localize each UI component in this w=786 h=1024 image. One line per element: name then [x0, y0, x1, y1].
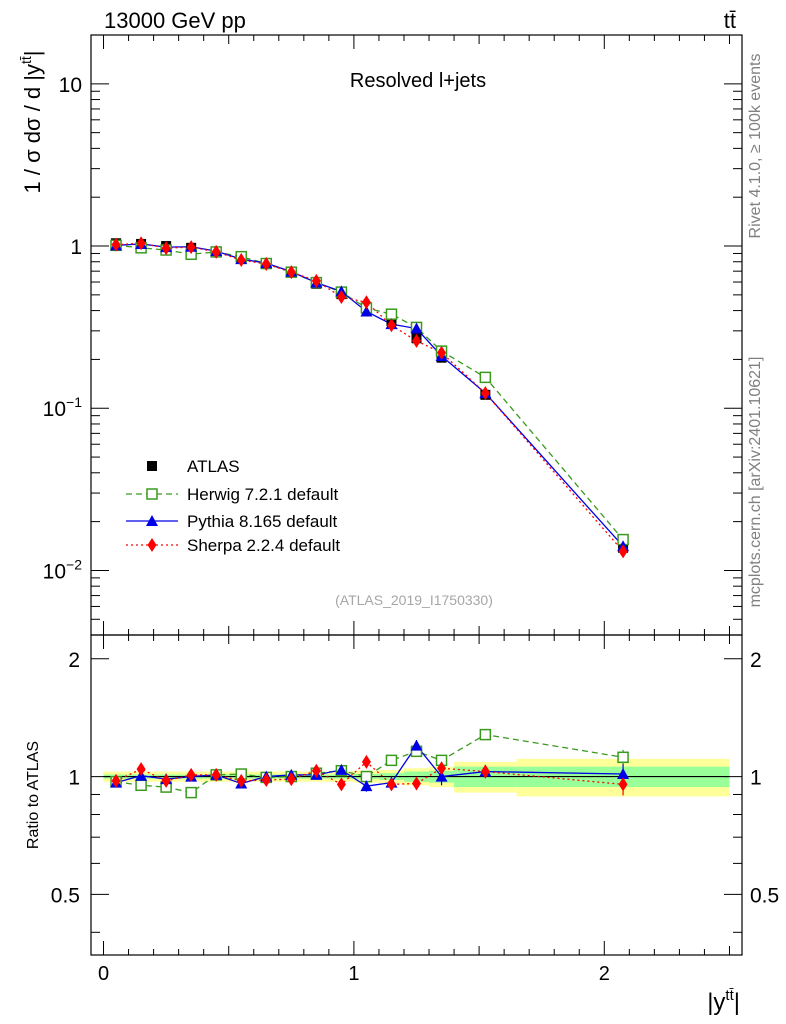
- legend-label-sherpa: Sherpa 2.2.4 default: [187, 536, 340, 555]
- sherpa-ratio-point: [136, 762, 146, 777]
- sherpa-ratio-point: [286, 772, 296, 787]
- legend-label-herwig: Herwig 7.2.1 default: [187, 485, 338, 504]
- sherpa-point: [618, 544, 628, 559]
- sherpa-ratio-point: [161, 773, 171, 788]
- pythia-line: [116, 243, 624, 547]
- sherpa-point: [386, 318, 396, 333]
- y-tick-label: 10−1: [43, 394, 83, 421]
- herwig-ratio-point: [617, 751, 629, 764]
- y-tick-label: 10−2: [43, 556, 83, 583]
- x-tick-label: 1: [348, 963, 359, 985]
- energy-label: 13000 GeV pp: [104, 8, 246, 33]
- pythia-ratio-point: [435, 770, 448, 782]
- pythia-ratio-point: [617, 768, 630, 780]
- sherpa-ratio-point: [186, 767, 196, 782]
- legend-marker-pythia: [146, 515, 158, 526]
- herwig-ratio-point: [385, 754, 398, 767]
- ratio-y-tick-label-right: 0.5: [750, 884, 779, 907]
- sherpa-point: [136, 236, 146, 251]
- sherpa-point: [261, 256, 271, 271]
- sherpa-point: [480, 386, 490, 401]
- pythia-ratio-point: [360, 780, 373, 792]
- sherpa-point: [286, 265, 296, 280]
- herwig-ratio-point: [479, 728, 492, 741]
- analysis-id: (ATLAS_2019_I1750330): [335, 592, 493, 608]
- sherpa-point: [111, 237, 121, 252]
- legend-marker-atlas: [147, 461, 157, 471]
- ratio-y-tick-label-right: 2: [750, 649, 762, 672]
- y-axis-label: 1 / σ dσ / d |ytt̄|: [18, 51, 45, 194]
- sherpa-ratio-point: [386, 777, 396, 792]
- svg-text:|ytt̄|: |ytt̄|: [707, 987, 740, 1016]
- legend-marker-sherpa: [147, 538, 157, 552]
- ratio-y-tick-label-right: 1: [750, 767, 762, 790]
- herwig-ratio-point: [135, 779, 147, 792]
- sherpa-point: [437, 345, 447, 360]
- sherpa-ratio-point: [336, 777, 346, 792]
- sherpa-ratio-point: [480, 764, 490, 779]
- herwig-ratio-point: [360, 770, 373, 783]
- ratio-y-tick-label: 0.5: [51, 884, 80, 907]
- sherpa-ratio-point: [361, 754, 371, 769]
- sherpa-ratio-point: [111, 773, 121, 788]
- svg-text:1 / σ dσ / d |ytt̄|: 1 / σ dσ / d |ytt̄|: [18, 51, 45, 194]
- sherpa-ratio-point: [311, 763, 321, 778]
- herwig-point: [479, 371, 492, 384]
- sherpa-ratio-point: [618, 777, 628, 792]
- ratio-y-tick-label: 1: [68, 767, 80, 790]
- sherpa-ratio-point: [412, 776, 421, 791]
- sherpa-point: [161, 241, 171, 256]
- legend-label-atlas: ATLAS: [187, 457, 240, 476]
- ratio-frame: [90, 634, 743, 956]
- ratio-panel: 0 1 2 0.5 0.5 1 1 2 2 Ratio to ATLAS: [25, 634, 779, 985]
- sherpa-point: [236, 253, 246, 268]
- ratio-y-label: Ratio to ATLAS: [25, 741, 42, 849]
- main-panel: 10−2 10−1 1 10 Resolved l+jets (ATLAS_2019_…: [18, 34, 743, 636]
- sherpa-line: [116, 242, 624, 552]
- sherpa-point: [336, 290, 346, 305]
- sherpa-ratio-point: [437, 761, 447, 776]
- sherpa-ratio-point: [236, 773, 246, 788]
- herwig-point: [385, 308, 398, 320]
- sherpa-point: [412, 333, 421, 348]
- pythia-point: [360, 305, 373, 317]
- sherpa-point: [186, 240, 196, 255]
- sherpa-point: [211, 244, 221, 259]
- pythia-ratio-point: [410, 739, 423, 751]
- pythia-ratio-point: [335, 763, 348, 775]
- mcplots-label: mcplots.cern.ch [arXiv:2401.10621]: [747, 357, 764, 608]
- sherpa-ratio-point: [261, 772, 271, 787]
- y-tick-label: 1: [70, 236, 82, 259]
- y-tick-label: 10: [59, 74, 82, 97]
- x-tick-label: 0: [98, 963, 109, 985]
- x-tick-label: 2: [599, 963, 610, 985]
- ratio-y-tick-label: 2: [68, 649, 80, 672]
- legend: ATLAS Herwig 7.2.1 default Pythia 8.165 de…: [126, 457, 340, 555]
- x-axis-label: |ytt̄|: [707, 987, 740, 1016]
- process-label: tt̄: [724, 8, 736, 33]
- sherpa-ratio-point: [211, 767, 221, 782]
- herwig-ratio-point: [185, 786, 197, 799]
- sherpa-point: [361, 295, 371, 310]
- chart-title: Resolved l+jets: [350, 70, 486, 92]
- pythia-point: [410, 322, 423, 334]
- legend-label-pythia: Pythia 8.165 default: [187, 512, 338, 531]
- sherpa-point: [311, 273, 321, 288]
- legend-marker-herwig: [146, 488, 158, 500]
- sherpa-ratio-line: [115, 761, 624, 786]
- rivet-label: Rivet 4.1.0, ≥ 100k events: [747, 54, 764, 239]
